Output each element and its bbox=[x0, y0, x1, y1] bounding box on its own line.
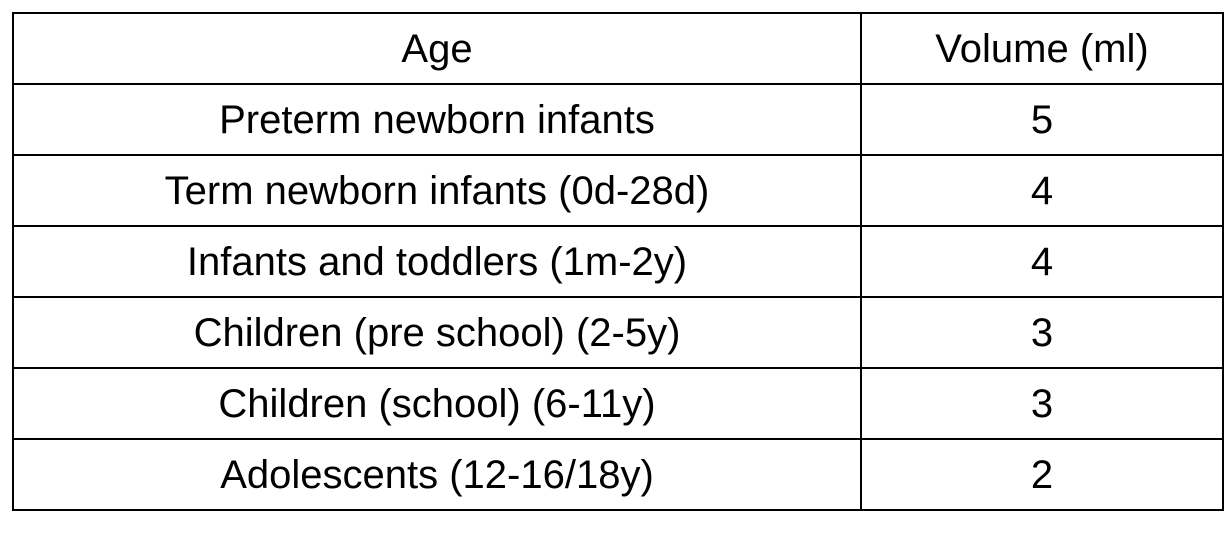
volume-cell: 4 bbox=[861, 155, 1223, 226]
age-cell: Children (pre school) (2-5y) bbox=[13, 297, 861, 368]
age-cell: Preterm newborn infants bbox=[13, 84, 861, 155]
table-row: Preterm newborn infants 5 bbox=[13, 84, 1223, 155]
table-row: Term newborn infants (0d-28d) 4 bbox=[13, 155, 1223, 226]
volume-cell: 5 bbox=[861, 84, 1223, 155]
age-cell: Infants and toddlers (1m-2y) bbox=[13, 226, 861, 297]
volume-cell: 2 bbox=[861, 439, 1223, 510]
age-cell: Term newborn infants (0d-28d) bbox=[13, 155, 861, 226]
table-container: Age Volume (ml) Preterm newborn infants … bbox=[12, 12, 1222, 511]
header-row: Age Volume (ml) bbox=[13, 13, 1223, 84]
volume-cell: 3 bbox=[861, 297, 1223, 368]
table-row: Children (school) (6-11y) 3 bbox=[13, 368, 1223, 439]
column-header-volume: Volume (ml) bbox=[861, 13, 1223, 84]
column-header-age: Age bbox=[13, 13, 861, 84]
table-row: Adolescents (12-16/18y) 2 bbox=[13, 439, 1223, 510]
age-cell: Children (school) (6-11y) bbox=[13, 368, 861, 439]
volume-cell: 3 bbox=[861, 368, 1223, 439]
table-row: Children (pre school) (2-5y) 3 bbox=[13, 297, 1223, 368]
volume-cell: 4 bbox=[861, 226, 1223, 297]
table-row: Infants and toddlers (1m-2y) 4 bbox=[13, 226, 1223, 297]
age-volume-table: Age Volume (ml) Preterm newborn infants … bbox=[12, 12, 1224, 511]
age-cell: Adolescents (12-16/18y) bbox=[13, 439, 861, 510]
